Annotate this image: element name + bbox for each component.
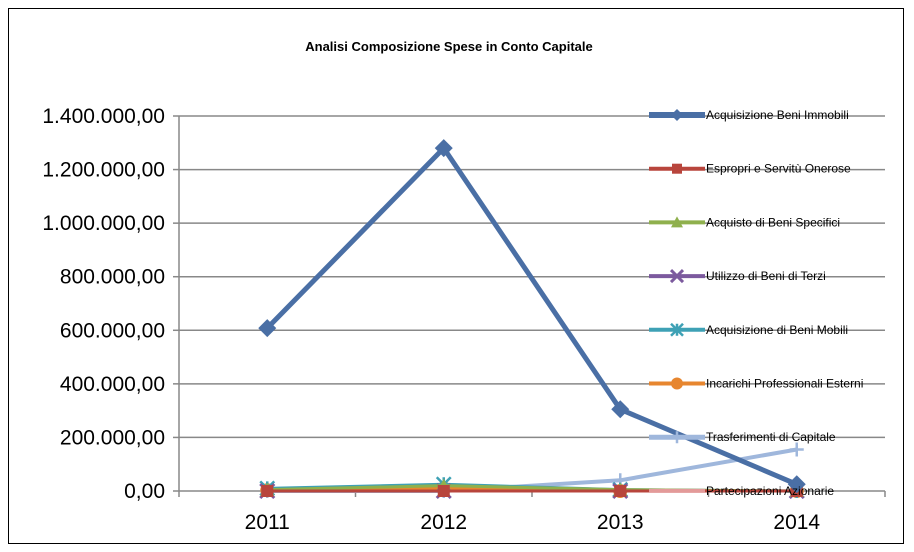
y-tick-label: 0,00 (124, 480, 165, 503)
legend-label: Utilizzo di Beni di Terzi (706, 269, 826, 283)
legend-label: Acquisizione Beni Immobili (706, 108, 849, 122)
y-tick-label: 1.400.000,00 (42, 105, 165, 128)
x-tick-label: 2014 (773, 511, 820, 534)
y-tick-label: 600.000,00 (60, 319, 165, 342)
diamond-marker (611, 400, 630, 419)
plus-marker (671, 431, 683, 444)
x-tick-label: 2013 (597, 511, 644, 534)
y-tick-label: 1.200.000,00 (42, 159, 165, 182)
legend-label: Espropri e Servitù Onerose (706, 162, 851, 176)
circle-marker (671, 377, 683, 390)
legend-entry: Espropri e Servitù Onerose (649, 162, 851, 176)
series-line (265, 145, 798, 487)
diamond-marker (787, 475, 806, 494)
legend-entry: Partecipazioni Azionarie (649, 484, 834, 498)
series-1 (258, 139, 806, 494)
y-tick-label: 200.000,00 (60, 426, 165, 449)
x-marker (669, 269, 685, 284)
diamond-marker (258, 319, 277, 338)
legend-entry: Acquisizione Beni Immobili (649, 108, 849, 122)
square-marker (672, 163, 682, 174)
line-chart: Analisi Composizione Spese in Conto Capi… (42, 39, 886, 534)
legend-label: Acquisto di Beni Specifici (706, 215, 840, 229)
legend-label: Incarichi Professionali Esterni (706, 377, 863, 391)
x-axis: 2011 2012 2013 2014 (178, 491, 886, 534)
series-2 (261, 485, 803, 497)
diamond-marker (671, 109, 683, 121)
legend: Acquisizione Beni Immobili Espropri e Ser… (649, 108, 863, 498)
plus-marker (789, 442, 804, 457)
y-axis: 0,00 200.000,00 400.000,00 600.000,00 800.00… (42, 105, 180, 503)
square-marker (614, 485, 627, 497)
legend-entry: Acquisizione di Beni Mobili (649, 323, 848, 337)
square-marker (261, 485, 274, 497)
y-tick-label: 400.000,00 (60, 373, 165, 396)
square-marker (437, 485, 450, 497)
triangle-marker (671, 216, 683, 228)
chart-title: Analisi Composizione Spese in Conto Capi… (305, 39, 593, 54)
legend-label: Acquisizione di Beni Mobili (706, 323, 848, 337)
x-tick-label: 2012 (420, 511, 467, 534)
chart-frame: Analisi Composizione Spese in Conto Capi… (8, 8, 904, 544)
y-tick-label: 1.000.000,00 (42, 212, 165, 235)
legend-entry: Acquisto di Beni Specifici (649, 215, 840, 229)
legend-entry: Incarichi Professionali Esterni (649, 377, 863, 391)
series-lines (258, 139, 806, 500)
legend-entry: Trasferimenti di Capitale (649, 430, 836, 444)
legend-entry: Utilizzo di Beni di Terzi (649, 269, 826, 284)
x-tick-label: 2011 (245, 511, 290, 534)
legend-label: Partecipazioni Azionarie (706, 484, 834, 498)
y-tick-label: 800.000,00 (60, 266, 165, 289)
star-marker (670, 322, 684, 337)
diamond-marker (434, 139, 453, 158)
legend-label: Trasferimenti di Capitale (706, 430, 836, 444)
